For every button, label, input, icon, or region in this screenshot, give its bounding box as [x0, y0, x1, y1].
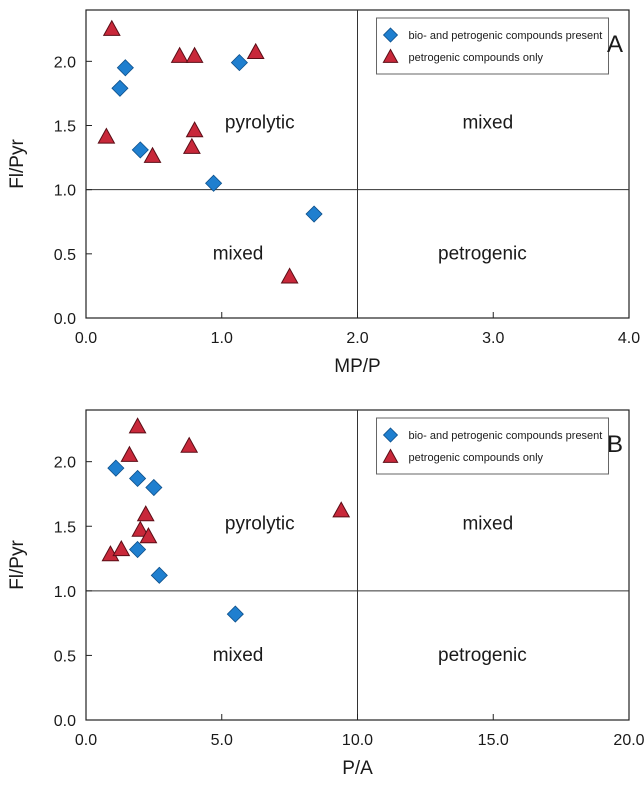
data-point-diamond: [116, 59, 134, 77]
data-point-triangle: [102, 19, 121, 36]
legend-marker-triangle: [382, 448, 399, 463]
data-point-triangle: [185, 121, 204, 138]
x-tick-label: 2.0: [346, 330, 368, 347]
data-point-diamond: [129, 540, 147, 559]
data-point-triangle: [97, 127, 116, 144]
panel-b: 0.0 5.0 10.0 15.0 20.0 0.0 0.5 1.0 1.5 2.0 P/A Fl/P…: [7, 409, 644, 779]
x-axis-label: P/A: [342, 758, 373, 779]
region-label-bottom-right: petrogenic: [438, 645, 527, 666]
data-point-diamond: [111, 79, 129, 97]
panel-letter: B: [607, 431, 623, 458]
data-point-diamond: [230, 54, 248, 72]
x-tick-label: 1.0: [211, 330, 233, 347]
y-tick-label: 1.0: [54, 183, 76, 200]
data-point-triangle: [182, 137, 201, 154]
x-tick-label: 3.0: [482, 330, 504, 347]
legend-entry-label: bio- and petrogenic compounds present: [409, 430, 603, 442]
y-axis-label: Fl/Pyr: [7, 139, 28, 189]
x-tick-label: 5.0: [211, 732, 233, 749]
legend-entry-label: petrogenic compounds only: [409, 52, 544, 64]
x-tick-label: 15.0: [478, 732, 509, 749]
data-point-diamond: [129, 469, 147, 488]
data-point-diamond: [145, 478, 163, 497]
y-tick-label: 1.5: [54, 519, 76, 536]
panel-letter: A: [607, 31, 623, 58]
legend-box: [376, 417, 610, 475]
x-tick-label: 20.0: [613, 732, 644, 749]
region-label-top-left: pyrolytic: [225, 513, 295, 534]
legend-marker-diamond: [382, 27, 399, 43]
region-label-top-left: pyrolytic: [225, 113, 295, 134]
region-label-bottom-right: petrogenic: [438, 243, 527, 264]
data-point-diamond: [205, 174, 223, 192]
data-point-triangle: [112, 539, 131, 557]
data-point-triangle: [332, 501, 351, 518]
data-point-triangle: [136, 505, 155, 522]
data-point-triangle: [246, 42, 265, 59]
y-tick-label: 2.0: [54, 455, 76, 472]
y-tick-label: 2.0: [54, 54, 76, 71]
data-point-triangle: [143, 146, 162, 163]
x-tick-label: 4.0: [618, 330, 640, 347]
data-point-triangle: [120, 445, 139, 462]
data-point-triangle: [170, 46, 189, 63]
data-point-diamond: [107, 459, 125, 477]
data-point-diamond: [226, 605, 244, 623]
legend-entry-label: petrogenic compounds only: [409, 452, 544, 464]
x-axis-label: MP/P: [334, 356, 380, 377]
y-tick-label: 1.0: [54, 584, 76, 601]
x-tick-label: 0.0: [75, 330, 97, 347]
data-point-triangle: [280, 267, 299, 284]
legend-entry-label: bio- and petrogenic compounds present: [409, 30, 603, 42]
legend-marker-triangle: [382, 48, 399, 63]
y-axis-label: Fl/Pyr: [7, 540, 28, 590]
data-point-diamond: [131, 141, 149, 159]
data-point-triangle: [131, 520, 150, 537]
y-tick-label: 0.5: [54, 648, 76, 665]
region-label-top-right: mixed: [462, 113, 513, 134]
region-label-top-right: mixed: [462, 513, 513, 534]
legend-box: [376, 17, 610, 75]
region-label-bottom-left: mixed: [213, 243, 264, 264]
y-tick-label: 0.5: [54, 247, 76, 264]
y-tick-label: 0.0: [54, 713, 76, 730]
data-point-triangle: [139, 527, 158, 544]
y-tick-label: 1.5: [54, 119, 76, 136]
legend-marker-diamond: [382, 427, 399, 443]
y-tick-label: 0.0: [54, 311, 76, 328]
data-point-triangle: [185, 46, 204, 63]
x-tick-label: 10.0: [342, 732, 373, 749]
x-tick-label: 0.0: [75, 732, 97, 749]
panel-a: 0.0 1.0 2.0 3.0 4.0 0.0 0.5 1.0 1.5 2.0 MP/P Fl/Pyr…: [7, 9, 640, 377]
data-point-diamond: [150, 566, 168, 584]
data-point-triangle: [180, 436, 199, 453]
data-point-diamond: [305, 205, 323, 223]
data-point-triangle: [128, 417, 147, 434]
region-label-bottom-left: mixed: [213, 645, 264, 666]
